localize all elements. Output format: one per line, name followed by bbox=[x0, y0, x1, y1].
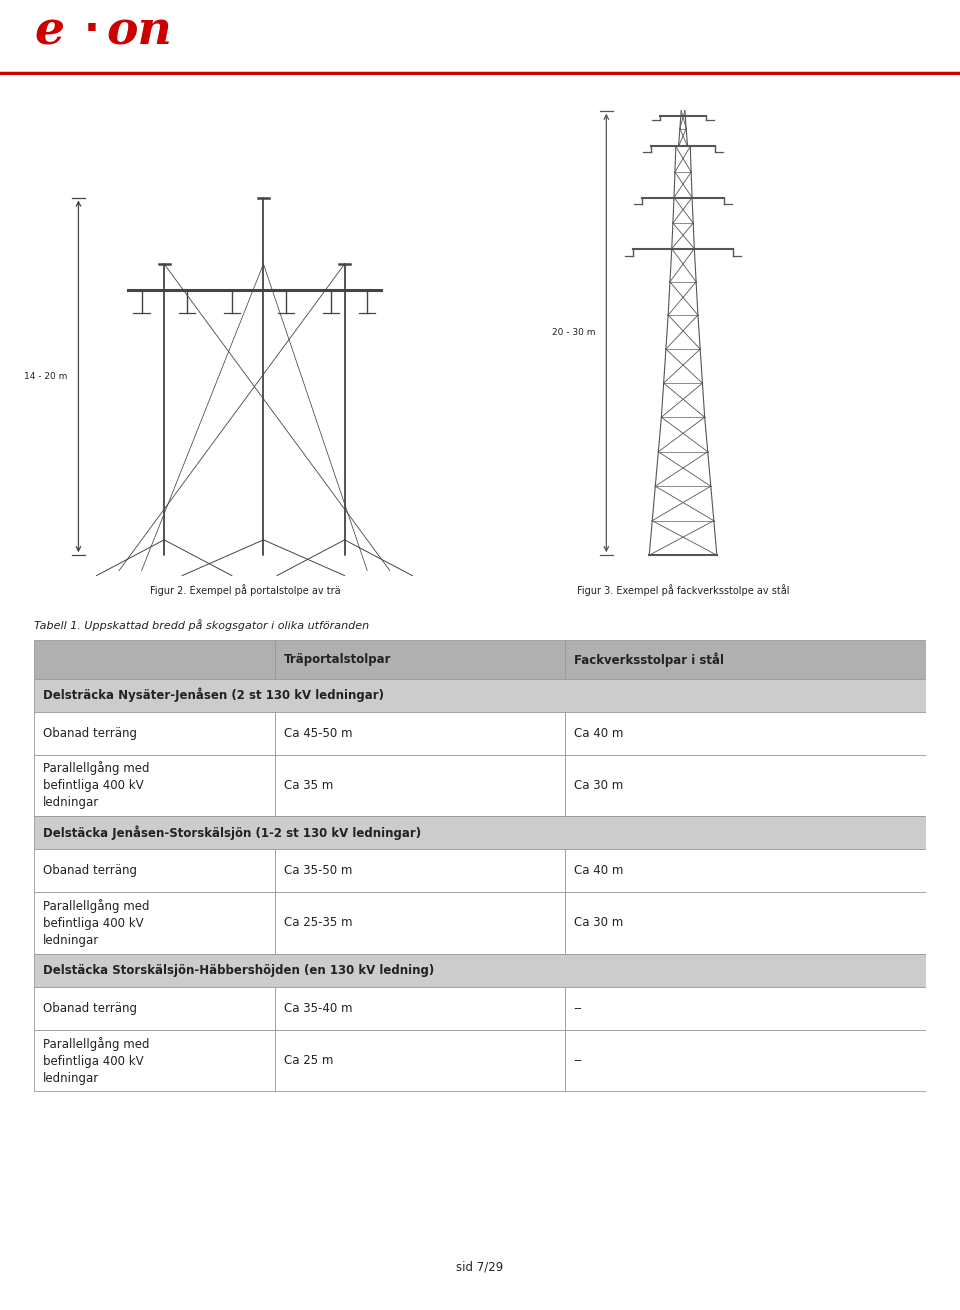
Text: Ca 35 m: Ca 35 m bbox=[283, 779, 333, 791]
Bar bbox=[564, 1030, 926, 1091]
Bar bbox=[564, 892, 926, 954]
Text: on: on bbox=[107, 8, 173, 55]
Bar bbox=[34, 641, 275, 679]
Bar bbox=[275, 641, 564, 679]
Text: Ca 30 m: Ca 30 m bbox=[574, 917, 623, 930]
Text: Ca 45-50 m: Ca 45-50 m bbox=[283, 727, 352, 740]
Text: Delstäcka Jenåsen-Storskälsjön (1-2 st 130 kV ledningar): Delstäcka Jenåsen-Storskälsjön (1-2 st 1… bbox=[42, 825, 420, 840]
Text: Obanad terräng: Obanad terräng bbox=[42, 865, 136, 878]
Text: --: -- bbox=[574, 1002, 583, 1015]
Text: Ca 35-50 m: Ca 35-50 m bbox=[283, 865, 352, 878]
Text: Ca 25 m: Ca 25 m bbox=[283, 1055, 333, 1068]
Text: Obanad terräng: Obanad terräng bbox=[42, 727, 136, 740]
Text: Ca 25-35 m: Ca 25-35 m bbox=[283, 917, 352, 930]
Bar bbox=[34, 892, 275, 954]
Bar bbox=[564, 986, 926, 1030]
Bar bbox=[564, 641, 926, 679]
Bar bbox=[34, 679, 926, 711]
Bar bbox=[34, 849, 275, 892]
Bar bbox=[34, 816, 926, 849]
Bar bbox=[34, 711, 275, 755]
Text: --: -- bbox=[574, 1055, 583, 1068]
Text: Delsträcka Nysäter-Jenåsen (2 st 130 kV ledningar): Delsträcka Nysäter-Jenåsen (2 st 130 kV … bbox=[42, 688, 384, 702]
Bar bbox=[564, 711, 926, 755]
Text: Ca 40 m: Ca 40 m bbox=[574, 865, 623, 878]
Text: Obanad terräng: Obanad terräng bbox=[42, 1002, 136, 1015]
Text: Figur 3. Exempel på fackverksstolpe av stål: Figur 3. Exempel på fackverksstolpe av s… bbox=[577, 584, 789, 596]
Bar bbox=[34, 755, 275, 816]
Text: Delstäcka Storskälsjön-Häbbershöjden (en 130 kV ledning): Delstäcka Storskälsjön-Häbbershöjden (en… bbox=[42, 964, 434, 977]
Text: Fackverksstolpar i stål: Fackverksstolpar i stål bbox=[574, 652, 724, 667]
Bar bbox=[34, 1030, 275, 1091]
Text: ·: · bbox=[84, 9, 100, 51]
Bar bbox=[34, 954, 926, 986]
Text: Parallellgång med
befintliga 400 kV
ledningar: Parallellgång med befintliga 400 kV ledn… bbox=[42, 1036, 149, 1085]
Text: Tabell 1. Uppskattad bredd på skogsgator i olika utföranden: Tabell 1. Uppskattad bredd på skogsgator… bbox=[34, 620, 369, 631]
Bar bbox=[275, 849, 564, 892]
Bar bbox=[275, 711, 564, 755]
Bar bbox=[275, 986, 564, 1030]
Text: Ca 30 m: Ca 30 m bbox=[574, 779, 623, 791]
Text: Träportalstolpar: Träportalstolpar bbox=[283, 652, 391, 665]
Text: Parallellgång med
befintliga 400 kV
ledningar: Parallellgång med befintliga 400 kV ledn… bbox=[42, 899, 149, 947]
Text: sid 7/29: sid 7/29 bbox=[456, 1262, 504, 1273]
Bar bbox=[275, 1030, 564, 1091]
Bar bbox=[564, 755, 926, 816]
Text: Figur 2. Exempel på portalstolpe av trä: Figur 2. Exempel på portalstolpe av trä bbox=[150, 584, 341, 596]
Text: 14 - 20 m: 14 - 20 m bbox=[24, 372, 67, 381]
Text: e: e bbox=[34, 8, 64, 55]
Text: Ca 35-40 m: Ca 35-40 m bbox=[283, 1002, 352, 1015]
Bar bbox=[34, 986, 275, 1030]
Text: 20 - 30 m: 20 - 30 m bbox=[552, 329, 595, 338]
Bar bbox=[564, 849, 926, 892]
Bar bbox=[275, 892, 564, 954]
Bar bbox=[275, 755, 564, 816]
Text: Ca 40 m: Ca 40 m bbox=[574, 727, 623, 740]
Text: Parallellgång med
befintliga 400 kV
ledningar: Parallellgång med befintliga 400 kV ledn… bbox=[42, 761, 149, 810]
